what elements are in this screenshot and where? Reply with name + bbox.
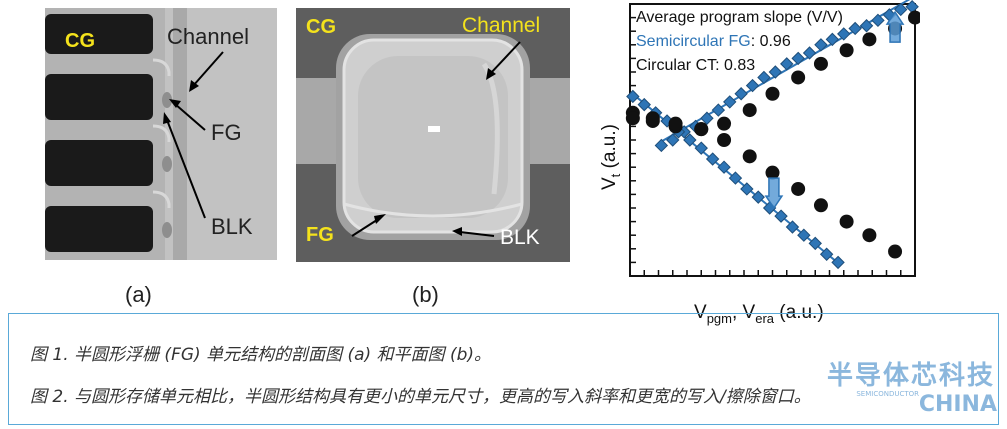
caption-fig1: 图 1. 半圆形浮栅 (FG) 单元结构的剖面图 (a) 和平面图 (b)。 [30, 345, 491, 365]
data-point-fg-program [734, 87, 748, 101]
figure-a-image [45, 8, 277, 260]
data-point-ct-erase [791, 181, 806, 196]
data-point-ct-erase [694, 122, 709, 137]
data-point-fg-program [780, 57, 794, 71]
data-point-ct-program [908, 10, 920, 25]
data-point-ct-program [791, 70, 806, 85]
data-point-ct-program [717, 116, 732, 131]
x-axis-label-mid: , V [732, 302, 756, 323]
caption-fig2: 图 2. 与圆形存储单元相比，半圆形结构具有更小的单元尺寸，更高的写入斜率和更宽… [30, 387, 811, 407]
data-point-fg-erase [774, 209, 788, 223]
data-point-fg-erase [740, 182, 754, 196]
data-point-ct-erase [645, 111, 660, 126]
data-point-ct-erase [813, 198, 828, 213]
data-point-ct-erase [668, 116, 683, 131]
data-point-ct-erase [839, 214, 854, 229]
data-point-ct-erase [625, 111, 640, 126]
x-axis-label: Vpgm, Vera (a.u.) [694, 302, 824, 326]
data-point-ct-erase [862, 228, 877, 243]
program-window-arrow [885, 10, 905, 43]
data-point-fg-erase [626, 89, 640, 104]
data-point-fg-program [791, 51, 805, 66]
data-point-ct-program [765, 86, 780, 101]
label-channel-b: Channel [462, 14, 541, 37]
x-axis-label-unit: (a.u.) [774, 302, 824, 323]
data-point-fg-erase [808, 236, 822, 251]
data-point-fg-program [848, 21, 862, 36]
legend-fg-value: : 0.96 [751, 33, 791, 50]
data-point-ct-program [742, 103, 757, 118]
caption-a: (a) [125, 282, 152, 307]
figure-b: CG Channel FG BLK [296, 8, 570, 262]
label-channel-a: Channel [167, 24, 249, 49]
data-point-fg-program [711, 103, 726, 117]
data-point-fg-program [768, 65, 783, 79]
data-point-fg-program [802, 46, 817, 60]
chart-title: Average program slope (V/V) [636, 9, 843, 26]
data-point-ct-erase [765, 165, 780, 180]
data-point-fg-program [666, 133, 680, 147]
data-point-fg-program [700, 111, 714, 125]
data-point-fg-erase [819, 247, 834, 261]
x-axis-label-s1: pgm [707, 311, 732, 326]
data-point-fg-program [825, 32, 840, 47]
data-point-fg-erase [751, 190, 765, 204]
watermark-cn: 半导体芯科技 [826, 361, 995, 391]
data-point-fg-erase [728, 171, 743, 185]
label-blk-a: BLK [211, 214, 253, 239]
watermark-en: CHINA [918, 392, 997, 417]
caption-b: (b) [412, 282, 439, 307]
y-axis-label: Vt (a.u.) [599, 124, 623, 190]
data-point-fg-program [894, 2, 908, 17]
x-axis-label-s2: era [755, 311, 775, 326]
data-point-fg-program [757, 70, 771, 85]
label-cg-a: CG [65, 30, 95, 52]
figure-a: CG Channel FG BLK [45, 8, 277, 260]
data-point-fg-program [859, 19, 874, 33]
legend-fg: Semicircular FG: 0.96 [636, 33, 791, 50]
legend-ct: Circular CT: 0.83 [636, 57, 755, 74]
data-point-ct-program [813, 56, 828, 71]
data-point-fg-erase [831, 255, 845, 270]
label-fg-a: FG [211, 120, 242, 145]
data-point-fg-erase [637, 97, 651, 112]
y-axis-label-sub: t [608, 173, 623, 177]
y-axis-label-unit: (a.u.) [599, 124, 620, 174]
x-axis-label-v1: V [694, 302, 707, 323]
data-point-ct-erase [717, 133, 732, 147]
data-point-fg-program [837, 27, 851, 41]
data-point-fg-erase [717, 160, 731, 174]
data-point-fg-program [654, 138, 669, 153]
y-axis-label-v: V [599, 177, 620, 190]
label-blk-b: BLK [500, 226, 540, 249]
erase-window-arrow [764, 177, 784, 210]
data-point-fg-erase [797, 228, 811, 242]
data-point-fg-erase [785, 220, 800, 234]
data-point-fg-program [814, 38, 828, 52]
legend-fg-name: Semicircular FG [636, 33, 751, 50]
vt-chart: Average program slope (V/V) Semicircular… [599, 0, 920, 326]
caption-frame [8, 313, 999, 425]
data-point-fg-erase [694, 141, 708, 155]
data-point-fg-erase [683, 133, 697, 147]
data-point-fg-erase [705, 152, 720, 166]
data-point-ct-program [839, 43, 854, 58]
data-point-fg-program [871, 13, 885, 28]
data-point-ct-erase [888, 244, 903, 259]
watermark-small: SEMICONDUCTOR [856, 390, 919, 398]
data-point-ct-erase [742, 149, 757, 164]
figure-b-image [296, 8, 570, 262]
data-point-ct-program [862, 32, 877, 47]
data-point-fg-program [745, 78, 760, 93]
data-point-fg-program [723, 95, 737, 109]
label-fg-b: FG [306, 224, 334, 246]
label-cg-b: CG [306, 16, 336, 38]
